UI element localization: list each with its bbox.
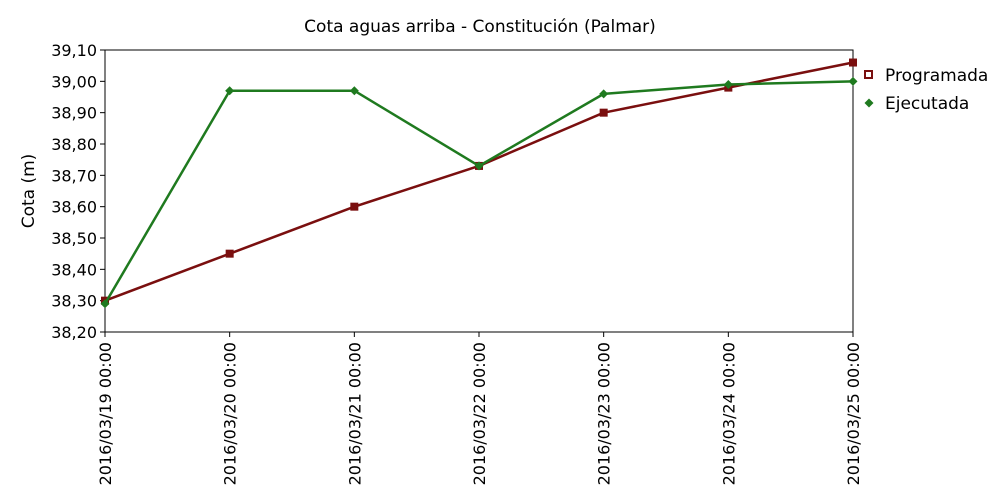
- y-tick-label: 39,00: [51, 72, 97, 91]
- legend-label: Programada: [885, 66, 988, 86]
- chart-title: Cota aguas arriba - Constitución (Palmar…: [304, 17, 656, 37]
- legend-item: Programada: [864, 66, 988, 86]
- y-tick-label: 38,60: [51, 198, 97, 217]
- legend: Programada Ejecutada: [864, 66, 988, 114]
- y-tick-label: 38,90: [51, 104, 97, 123]
- x-tick-label: 2016/03/25 00:00: [844, 342, 863, 485]
- data-point: [849, 58, 857, 67]
- data-point: [225, 249, 234, 258]
- data-point: [225, 86, 235, 96]
- x-tick-label: 2016/03/19 00:00: [96, 342, 115, 485]
- y-tick-label: 39,10: [51, 41, 97, 60]
- legend-item: Ejecutada: [864, 94, 969, 114]
- x-tick-label: 2016/03/20 00:00: [221, 342, 240, 485]
- x-tick-label: 2016/03/23 00:00: [595, 342, 614, 485]
- y-axis-label: Cota (m): [19, 154, 39, 229]
- y-tick-label: 38,50: [51, 229, 97, 248]
- y-tick-label: 38,70: [51, 166, 97, 185]
- x-tick-label: 2016/03/22 00:00: [470, 342, 489, 485]
- legend-label: Ejecutada: [885, 94, 969, 114]
- data-point: [723, 79, 733, 89]
- data-point: [350, 202, 359, 211]
- x-tick-label: 2016/03/21 00:00: [345, 342, 364, 485]
- data-point: [599, 89, 609, 99]
- plot-area: [104, 49, 854, 333]
- y-tick-label: 38,40: [51, 260, 97, 279]
- data-point: [349, 86, 359, 96]
- x-axis: 2016/03/19 00:00 2016/03/20 00:00 2016/03/…: [96, 332, 863, 485]
- y-axis: 38,20 38,30 38,40 38,50 38,60 38,70 38,80 38,90…: [51, 41, 105, 342]
- series-ejecutada: [100, 76, 858, 309]
- data-point: [848, 76, 858, 86]
- y-tick-label: 38,30: [51, 292, 97, 311]
- data-point: [474, 161, 484, 171]
- legend-marker: [864, 98, 874, 108]
- data-point: [599, 108, 608, 117]
- y-tick-label: 38,20: [51, 323, 97, 342]
- y-tick-label: 38,80: [51, 135, 97, 154]
- data-point: [100, 299, 110, 309]
- legend-marker: [864, 70, 873, 79]
- series-layer: [100, 58, 858, 309]
- x-tick-label: 2016/03/24 00:00: [719, 342, 738, 485]
